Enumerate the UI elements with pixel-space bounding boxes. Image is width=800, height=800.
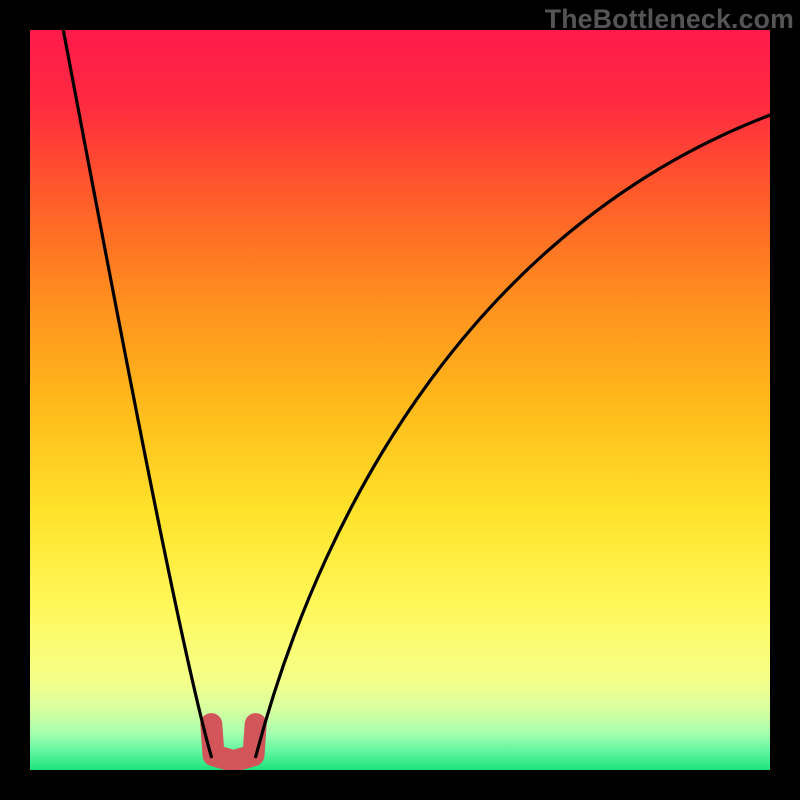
stage: TheBottleneck.com xyxy=(0,0,800,800)
watermark-text: TheBottleneck.com xyxy=(545,4,794,35)
frame-border xyxy=(0,0,800,800)
